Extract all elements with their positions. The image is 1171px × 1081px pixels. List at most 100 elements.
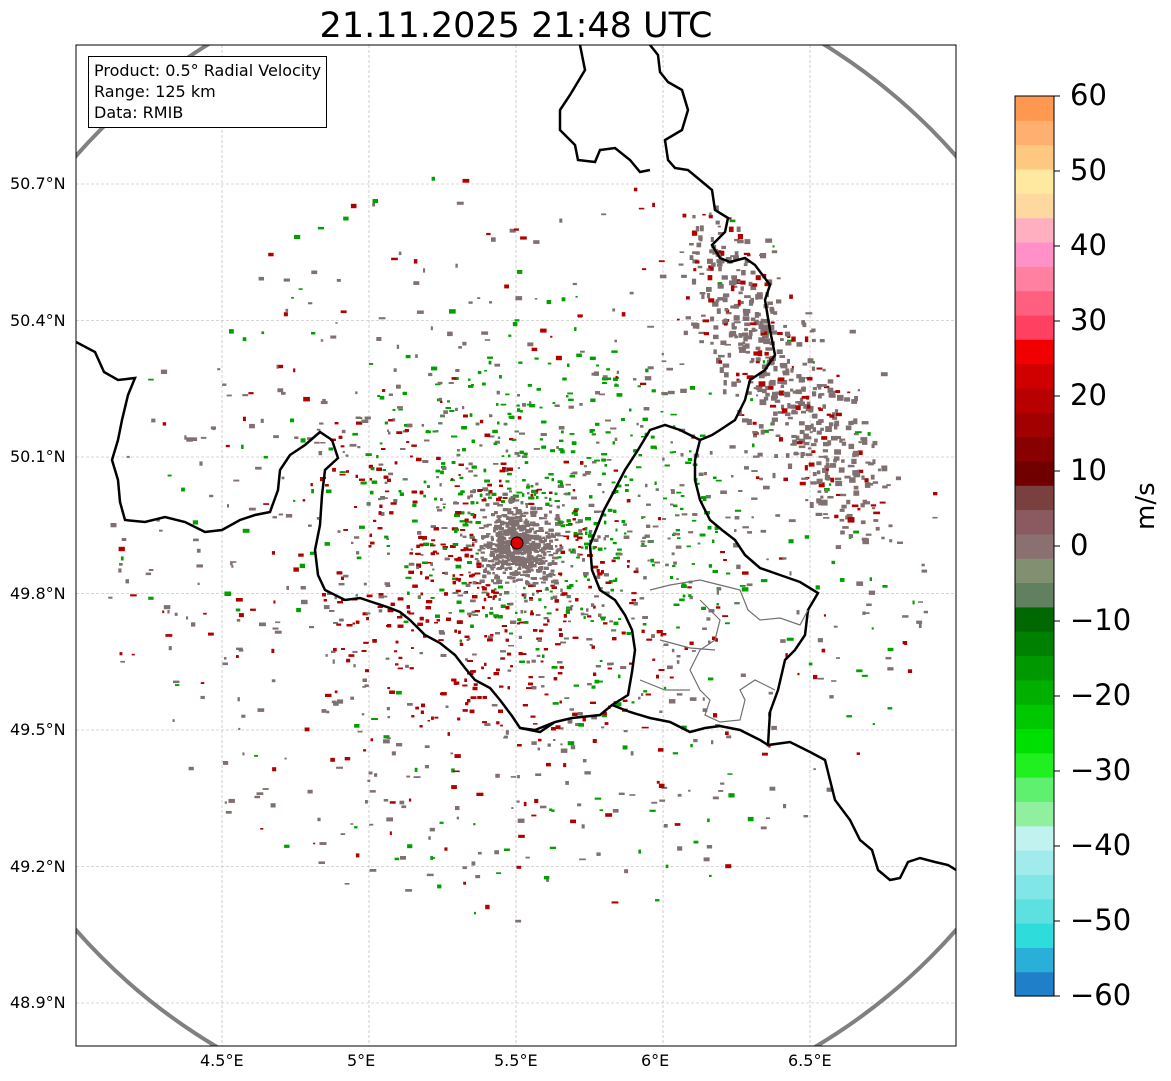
echo-pixel bbox=[362, 612, 368, 616]
echo-pixel bbox=[607, 508, 613, 512]
echo-pixel bbox=[412, 503, 417, 507]
echo-pixel bbox=[591, 716, 597, 720]
echo-pixel bbox=[468, 581, 472, 584]
echo-pixel bbox=[643, 690, 648, 693]
echo-pixel bbox=[564, 697, 570, 699]
echo-pixel bbox=[568, 492, 571, 495]
echo-pixel bbox=[643, 407, 650, 411]
echo-pixel bbox=[363, 641, 369, 644]
echo-pixel bbox=[601, 453, 608, 456]
echo-pixel bbox=[416, 457, 422, 462]
echo-pixel bbox=[467, 511, 471, 515]
echo-pixel bbox=[631, 592, 637, 595]
echo-pixel bbox=[574, 508, 579, 511]
echo-pixel bbox=[583, 574, 587, 578]
echo-pixel bbox=[573, 509, 578, 513]
echo-pixel bbox=[370, 490, 374, 495]
echo-pixel bbox=[458, 492, 463, 496]
echo-pixel bbox=[452, 574, 455, 577]
echo-pixel bbox=[539, 438, 543, 441]
echo-pixel bbox=[707, 526, 712, 530]
echo-pixel bbox=[543, 648, 548, 651]
echo-pixel bbox=[509, 572, 513, 576]
echo-pixel bbox=[465, 521, 471, 523]
echo-pixel bbox=[687, 458, 693, 461]
echo-pixel bbox=[570, 565, 574, 568]
echo-pixel bbox=[506, 652, 512, 656]
echo-pixel bbox=[675, 514, 680, 517]
echo-pixel bbox=[500, 724, 503, 727]
echo-pixel bbox=[554, 492, 558, 495]
echo-pixel bbox=[509, 566, 513, 570]
echo-pixel bbox=[629, 602, 634, 605]
echo-pixel bbox=[528, 502, 535, 505]
echo-pixel bbox=[505, 524, 510, 528]
echo-pixel bbox=[487, 543, 493, 546]
echo-pixel bbox=[361, 650, 367, 652]
echo-pixel bbox=[442, 503, 446, 505]
echo-pixel bbox=[522, 561, 528, 563]
echo-pixel bbox=[454, 377, 459, 380]
echo-pixel bbox=[504, 591, 510, 595]
echo-pixel bbox=[460, 533, 463, 537]
echo-pixel bbox=[529, 401, 532, 404]
echo-pixel bbox=[533, 560, 538, 562]
echo-pixel bbox=[613, 509, 617, 513]
echo-pixel bbox=[440, 543, 446, 546]
echo-pixel bbox=[637, 494, 641, 497]
echo-pixel bbox=[595, 391, 600, 395]
echo-pixel bbox=[575, 580, 578, 582]
echo-pixel bbox=[499, 545, 506, 547]
echo-pixel bbox=[379, 504, 383, 508]
echo-pixel bbox=[509, 551, 513, 554]
echo-pixel bbox=[423, 494, 426, 498]
echo-pixel bbox=[517, 408, 521, 412]
echo-pixel bbox=[490, 607, 493, 610]
echo-pixel bbox=[702, 498, 707, 501]
echo-pixel bbox=[673, 561, 677, 565]
echo-pixel bbox=[612, 579, 617, 582]
echo-pixel bbox=[557, 661, 563, 664]
echo-pixel bbox=[464, 678, 467, 682]
echo-pixel bbox=[631, 599, 636, 602]
echo-pixel bbox=[497, 525, 501, 529]
echo-pixel bbox=[590, 620, 594, 622]
echo-pixel bbox=[439, 631, 445, 635]
echo-pixel bbox=[491, 548, 496, 550]
echo-pixel bbox=[525, 503, 530, 505]
echo-pixel bbox=[465, 467, 469, 470]
echo-pixel bbox=[336, 623, 342, 626]
echo-pixel bbox=[462, 523, 469, 527]
echo-pixel bbox=[541, 685, 545, 688]
echo-pixel bbox=[554, 532, 561, 536]
echo-pixel bbox=[507, 526, 510, 530]
echo-pixel bbox=[492, 514, 495, 516]
echo-pixel bbox=[650, 445, 657, 449]
echo-pixel bbox=[499, 560, 505, 564]
echo-pixel bbox=[701, 606, 706, 610]
echo-pixel bbox=[538, 539, 542, 543]
echo-pixel bbox=[604, 535, 609, 538]
echo-pixel bbox=[633, 449, 637, 453]
echo-pixel bbox=[542, 561, 546, 565]
echo-pixel bbox=[385, 490, 390, 493]
echo-pixel bbox=[514, 570, 518, 572]
echo-pixel bbox=[685, 461, 692, 464]
echo-pixel bbox=[447, 400, 450, 403]
echo-pixel bbox=[584, 527, 588, 531]
echo-pixel bbox=[566, 595, 571, 599]
echo-pixel bbox=[553, 677, 558, 681]
echo-pixel bbox=[517, 568, 522, 570]
echo-pixel bbox=[461, 511, 465, 515]
echo-pixel bbox=[541, 581, 546, 584]
echo-pixel bbox=[430, 525, 436, 528]
echo-pixel bbox=[505, 449, 509, 453]
echo-pixel bbox=[594, 510, 600, 513]
echo-pixel bbox=[397, 624, 404, 628]
echo-pixel bbox=[474, 558, 479, 560]
echo-pixel bbox=[514, 533, 517, 538]
echo-pixel bbox=[731, 475, 734, 478]
echo-pixel bbox=[431, 716, 434, 720]
echo-pixel bbox=[651, 634, 655, 638]
echo-pixel bbox=[646, 503, 651, 506]
